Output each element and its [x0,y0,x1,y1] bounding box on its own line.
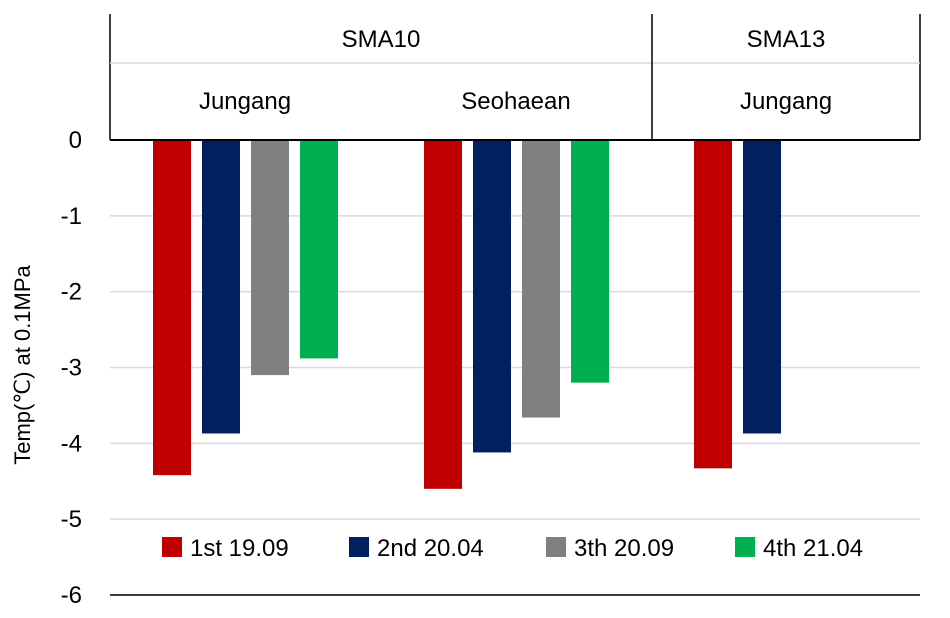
y-tick-label-4: -4 [61,430,82,457]
y-tick-label-0: 0 [69,127,82,154]
legend: 1st 19.09 2nd 20.04 3th 20.09 4th 21.04 [162,535,863,562]
header-table: SMA10 SMA13 Jungang Seohaean Jungang [109,14,921,140]
bar-1-3 [571,140,609,383]
bar-0-3 [300,140,338,359]
bar-1-1 [473,140,511,453]
legend-swatch-1 [349,537,369,557]
legend-label-1: 2nd 20.04 [377,535,484,562]
bar-0-0 [153,140,191,476]
bar-0-2 [251,140,289,376]
y-ticks: 0 -1 -2 -3 -4 -5 -6 [61,127,82,609]
y-axis-label: Temp(℃) at 0.1MPa [10,264,35,464]
legend-label-2: 3th 20.09 [574,535,674,562]
bar-1-0 [424,140,462,489]
bars [153,140,781,489]
bar-2-0 [694,140,732,469]
header-sub-label-2: Jungang [740,88,832,115]
y-tick-label-2: -2 [61,279,82,306]
y-tick-label-1: -1 [61,203,82,230]
y-tick-label-6: -6 [61,582,82,609]
header-top-label-1: SMA13 [747,26,826,53]
y-tick-label-3: -3 [61,355,82,382]
header-sub-label-1: Seohaean [461,88,570,115]
axes [110,139,920,596]
legend-swatch-3 [735,537,755,557]
legend-swatch-0 [162,537,182,557]
header-sub-label-0: Jungang [199,88,291,115]
bar-0-1 [202,140,240,434]
bar-2-1 [743,140,781,434]
legend-swatch-2 [546,537,566,557]
y-tick-label-5: -5 [61,506,82,533]
legend-label-3: 4th 21.04 [763,535,863,562]
header-top-label-0: SMA10 [342,26,421,53]
bar-1-2 [522,140,560,418]
legend-label-0: 1st 19.09 [190,535,289,562]
